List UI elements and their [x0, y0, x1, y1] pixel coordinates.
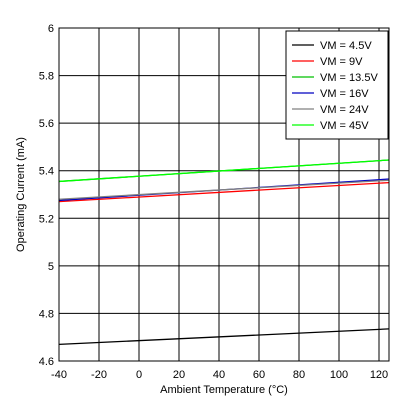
y-tick-label: 4.6 [39, 356, 54, 368]
legend-label: VM = 45V [320, 120, 369, 132]
legend-label: VM = 9V [320, 56, 363, 68]
y-tick-labels: 4.6 4.8 5 5.2 5.4 5.6 5.8 6 [39, 23, 54, 368]
legend-box [285, 30, 389, 140]
x-tick-label: 80 [293, 369, 305, 381]
series-lines [58, 159, 390, 345]
x-tick-label: 100 [330, 369, 348, 381]
x-tick-label: 20 [173, 369, 185, 381]
y-tick-label: 5.8 [39, 71, 54, 83]
x-tick-label: 40 [213, 369, 225, 381]
y-tick-label: 5.6 [39, 118, 54, 130]
legend-label: VM = 13.5V [320, 72, 378, 84]
legend: VM = 4.5V VM = 9V VM = 13.5V VM = 16V VM = 2… [285, 30, 389, 140]
series-line [58, 328, 390, 345]
x-tick-label: 60 [253, 369, 265, 381]
legend-label: VM = 16V [320, 88, 369, 100]
x-tick-label: 120 [370, 369, 388, 381]
y-tick-label: 5.4 [39, 166, 54, 178]
x-axis-label: Ambient Temperature (°C) [160, 384, 288, 396]
series-line [58, 181, 390, 203]
x-tick-label: 0 [136, 369, 142, 381]
x-tick-label: -20 [91, 369, 107, 381]
legend-label: VM = 24V [320, 104, 369, 116]
y-tick-label: 6 [48, 23, 54, 35]
y-tick-label: 5 [48, 261, 54, 273]
y-axis-label: Operating Current (mA) [15, 137, 27, 252]
legend-label: VM = 4.5V [320, 40, 372, 52]
series-line [58, 159, 390, 183]
x-tick-label: -40 [51, 369, 67, 381]
plot-frame [58, 27, 390, 362]
series-line [58, 179, 390, 200]
x-tick-labels: -40 -20 0 20 40 60 80 100 120 [51, 369, 388, 381]
y-tick-label: 4.8 [39, 308, 54, 320]
y-tick-label: 5.2 [39, 213, 54, 225]
